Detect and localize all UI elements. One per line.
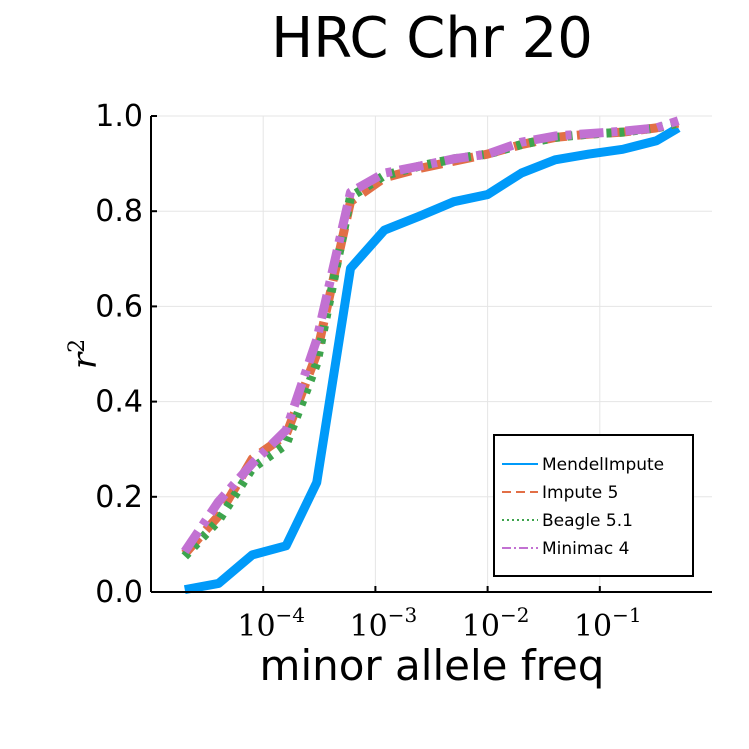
chart-title: HRC Chr 20 [271, 6, 593, 71]
axes [150, 116, 712, 593]
y-tick-label: 0.2 [95, 480, 143, 515]
series-line-mendelimpute [183, 124, 681, 595]
y-tick-label: 0.8 [95, 194, 143, 229]
legend-label: Beagle 5.1 [542, 511, 633, 531]
y-axis-label-exp: 2 [65, 339, 90, 353]
x-ticks: 10−4 10−3 10−2 10−1 [237, 586, 642, 644]
legend: MendelImpute Impute 5 Beagle 5.1 Minimac 4 [493, 434, 694, 577]
y-axis-label-base: r [65, 351, 105, 369]
y-ticks: 0.0 0.2 0.4 0.6 0.8 1.0 [95, 99, 157, 610]
y-tick-label: 0.6 [95, 289, 143, 324]
series-line-beagle-5-1 [181, 118, 680, 560]
legend-box [493, 434, 694, 577]
x-axis-label: minor allele freq [260, 641, 605, 690]
legend-label: MendelImpute [542, 455, 664, 475]
y-tick-label: 0.4 [95, 385, 143, 420]
legend-label: Impute 5 [542, 483, 618, 503]
y-axis-label-group: r2 [65, 339, 106, 369]
y-tick-label: 0.0 [95, 575, 143, 610]
x-tick-label: 10−1 [574, 603, 642, 644]
y-axis-label: r2 [65, 339, 106, 369]
x-tick-label: 10−3 [350, 603, 418, 644]
series-group [181, 116, 681, 595]
y-tick-label: 1.0 [95, 99, 143, 134]
legend-label: Minimac 4 [542, 539, 629, 559]
x-tick-label: 10−2 [462, 603, 530, 644]
x-tick-label: 10−4 [237, 603, 305, 644]
